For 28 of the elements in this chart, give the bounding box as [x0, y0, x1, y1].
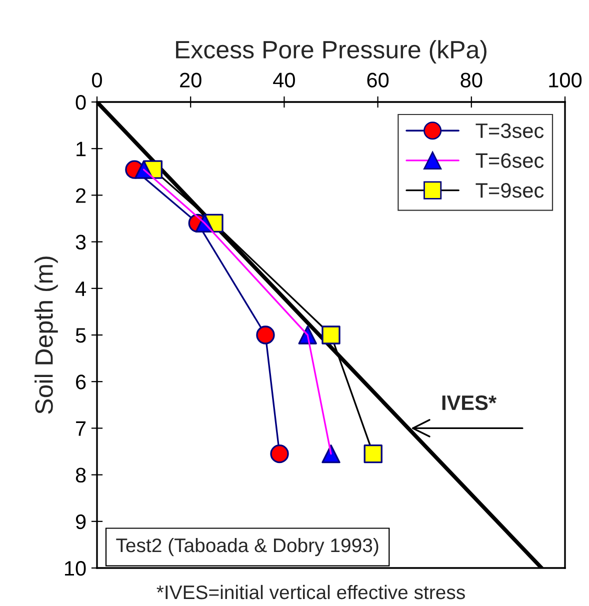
y-tick-label: 4 [75, 282, 86, 296]
point [322, 326, 340, 344]
x-tick-label: 80 [460, 72, 482, 88]
y-axis-title: Soil Depth (m) [34, 256, 58, 414]
annotation: Test2 (Taboada & Dobry 1993) [116, 538, 378, 556]
x-tick-label: 0 [92, 72, 102, 88]
annotation: IVES* [442, 395, 497, 410]
legend-label: T=3sec [476, 123, 544, 138]
point [364, 444, 382, 464]
x-tick-label: 20 [180, 72, 202, 88]
x-axis-title: Excess Pore Pressure (kPa) [176, 40, 486, 64]
text: *IVES=initial vertical effective stress [156, 584, 465, 600]
x-tick-label: 40 [273, 72, 295, 88]
y-tick-label: 8 [76, 468, 86, 483]
point [322, 444, 340, 464]
legend-label: T=6sec [476, 153, 544, 168]
y-tick-label: 9 [76, 514, 86, 530]
y-tick-label: 2 [76, 188, 86, 203]
y-tick-label: 10 [65, 561, 86, 576]
y-tick-label: 6 [76, 374, 86, 390]
x-tick-label: 60 [367, 72, 389, 88]
x-tick-label: 100 [549, 72, 582, 88]
y-tick-label: 5 [76, 328, 86, 343]
y-tick-label: 3 [76, 234, 86, 250]
legend-label: T=9sec [476, 183, 544, 198]
y-tick-label: 0 [76, 95, 86, 110]
y-tick-label: 1 [76, 142, 86, 156]
y-tick-label: 7 [76, 421, 86, 436]
